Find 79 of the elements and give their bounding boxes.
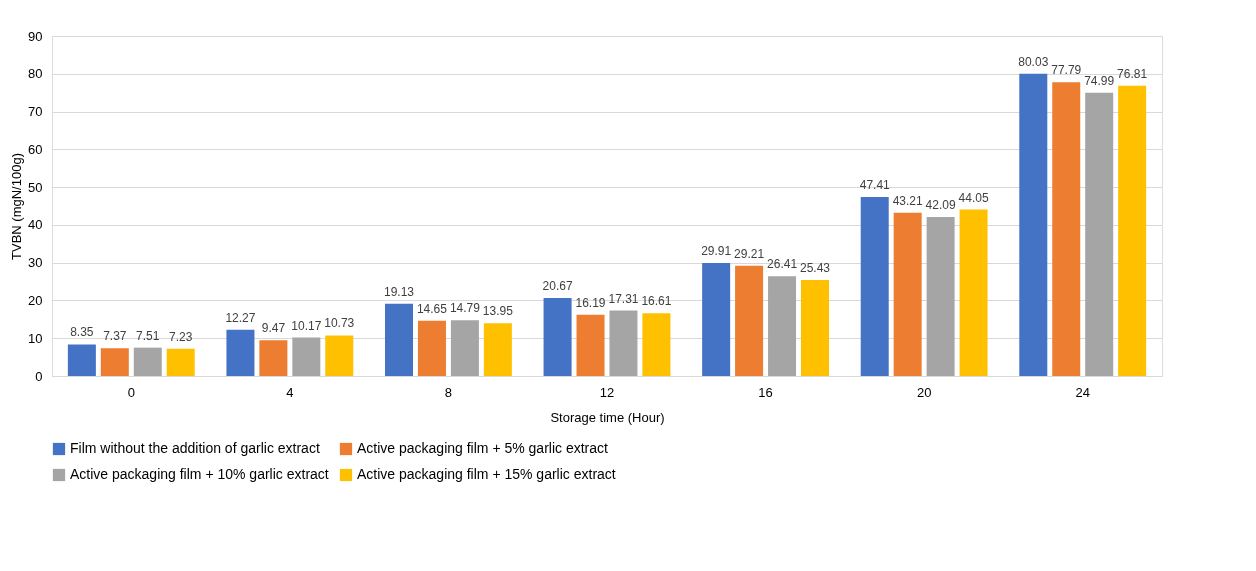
data-label: 42.09: [925, 197, 956, 212]
data-label: 12.27: [225, 310, 256, 325]
x-tick-label: 0: [127, 384, 135, 400]
bar: [417, 320, 446, 376]
legend-label: Film without the addition of garlic extract: [70, 440, 320, 456]
legend-label: Active packaging film + 15% garlic extract: [357, 466, 616, 482]
bar: [959, 209, 988, 376]
data-label: 74.99: [1084, 73, 1115, 88]
legend-label: Active packaging film + 10% garlic extract: [70, 466, 329, 482]
bar: [926, 216, 955, 376]
bar: [893, 212, 922, 376]
bar: [860, 196, 889, 376]
y-tick-label: 50: [28, 179, 43, 195]
bar: [133, 347, 162, 376]
data-label: 8.35: [70, 325, 94, 340]
bar: [1019, 73, 1048, 376]
bar: [292, 337, 321, 376]
x-tick-label: 24: [1075, 384, 1090, 400]
data-label: 7.23: [169, 329, 193, 344]
bar: [67, 344, 96, 376]
data-label: 44.05: [958, 190, 989, 205]
data-label: 29.91: [701, 244, 732, 259]
bar: [702, 263, 731, 376]
x-tick-label: 12: [599, 384, 615, 400]
data-label: 26.41: [767, 257, 798, 272]
legend-label: Active packaging film + 5% garlic extract: [357, 440, 609, 456]
data-label: 14.65: [416, 301, 448, 316]
x-tick-label: 8: [444, 384, 453, 400]
bar: [576, 314, 605, 376]
data-label: 16.19: [575, 295, 606, 310]
y-tick-label: 60: [28, 141, 43, 157]
bar: [483, 323, 512, 376]
bar: [1118, 85, 1147, 376]
bar: [768, 276, 797, 376]
data-label: 25.43: [799, 260, 831, 275]
x-tick-label: 16: [758, 384, 773, 400]
y-tick-label: 40: [28, 217, 43, 233]
bar: [1052, 82, 1081, 376]
x-tick-label: 4: [286, 384, 294, 400]
data-label: 47.41: [859, 177, 891, 192]
data-label: 16.61: [641, 294, 672, 309]
x-axis-title: Storage time (Hour): [550, 409, 665, 425]
data-label: 19.13: [383, 284, 415, 299]
data-label: 77.79: [1051, 63, 1082, 78]
bar: [450, 320, 479, 376]
data-label: 13.95: [482, 304, 514, 319]
data-label: 9.47: [261, 321, 286, 336]
data-label: 80.03: [1018, 54, 1049, 69]
data-label: 20.67: [542, 278, 573, 293]
bar: [100, 348, 129, 376]
y-tick-label: 90: [28, 28, 43, 44]
data-label: 43.21: [892, 193, 924, 208]
bar: [226, 329, 255, 376]
data-label: 76.81: [1117, 66, 1148, 81]
bar: [543, 297, 572, 376]
bar: [1085, 92, 1114, 376]
bar: [385, 303, 414, 376]
data-label: 14.79: [449, 301, 481, 316]
bar: [800, 279, 829, 376]
bar: [259, 340, 288, 376]
bar: [609, 310, 638, 376]
y-tick-label: 80: [28, 66, 43, 82]
data-label: 10.73: [324, 316, 355, 331]
y-axis-title: TVBN (mgN/100g): [9, 153, 25, 260]
y-tick-label: 70: [28, 104, 43, 120]
bar: [735, 265, 764, 376]
bar: [642, 313, 671, 376]
y-tick-label: 30: [28, 255, 43, 271]
y-tick-label: 0: [35, 368, 43, 384]
y-tick-label: 20: [28, 292, 43, 308]
bar: [166, 348, 195, 376]
x-tick-label: 20: [916, 384, 932, 400]
bar: [325, 335, 354, 376]
data-label: 10.17: [291, 318, 322, 333]
data-label: 7.37: [103, 329, 127, 344]
data-label: 7.51: [136, 328, 160, 343]
y-tick-label: 10: [28, 330, 43, 346]
data-label: 29.21: [734, 246, 765, 261]
data-label: 17.31: [608, 291, 639, 306]
